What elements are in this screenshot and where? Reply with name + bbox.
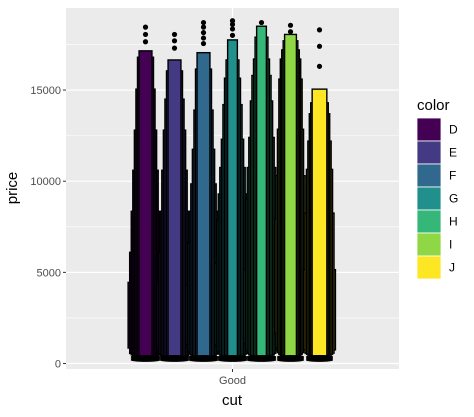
outlier-point [305,358,334,362]
series-E [156,31,193,362]
outlier-point [316,43,323,49]
outlier-point [229,18,236,24]
outlier-point [188,358,219,362]
outlier-point [258,19,265,26]
outlier-point [130,358,161,362]
outlier-point [200,35,207,41]
series-D [127,24,164,362]
letter-value-box [283,33,298,358]
outlier-point [171,31,178,38]
outlier-point [159,358,190,362]
outlier-point [229,32,236,38]
letter-value-box [167,59,182,358]
letter-value-boxes [127,18,337,362]
series-G [214,18,251,362]
y-tick-label: 10000 [30,176,61,188]
outlier-point [229,21,236,28]
legend-label-I: I [449,238,452,252]
outlier-point [229,26,236,32]
legend-key-F [416,163,442,188]
legend-key-H [416,209,442,234]
legend-key-D [416,117,442,142]
outlier-point [200,40,207,47]
outlier-point [246,358,277,362]
x-axis: Good [219,369,246,387]
series-J [302,27,337,362]
legend-label-H: H [449,215,458,229]
legend-key-J [416,255,442,280]
legend-label-E: E [449,146,457,160]
letter-value-box [255,25,268,358]
legend-label-J: J [449,261,455,275]
x-axis-title: cut [222,392,243,409]
y-axis-title: price [4,172,21,205]
x-tick-label: Good [219,375,246,387]
legend-key-I [416,232,442,257]
outlier-point [171,45,178,51]
legend-title: color [417,97,450,114]
outlier-point [316,63,323,69]
y-tick-label: 5000 [37,267,61,279]
series-F [185,19,222,362]
series-I [273,22,308,362]
outlier-point [171,38,178,44]
legend-label-G: G [449,192,458,206]
series-H [243,19,280,362]
outlier-point [142,31,149,38]
outlier-point [200,24,207,30]
outlier-point [217,358,248,362]
outlier-point [276,358,305,362]
legend-label-D: D [449,123,458,137]
letter-value-box [138,50,153,358]
outlier-point [142,39,149,45]
letter-value-box [196,51,211,358]
outlier-point [287,22,294,28]
outlier-point [200,19,207,26]
y-axis: 0 5000 10000 15000 [30,85,66,371]
letter-value-box [226,39,239,358]
legend-label-F: F [449,169,456,183]
outlier-point [287,29,294,35]
letter-value-box [311,88,328,357]
outlier-point [200,30,207,36]
outlier-point [316,27,323,33]
legend-key-E [416,140,442,165]
outlier-point [142,24,149,30]
y-tick-label: 15000 [30,85,61,97]
y-tick-label: 0 [55,359,61,371]
legend-key-G [416,186,442,211]
